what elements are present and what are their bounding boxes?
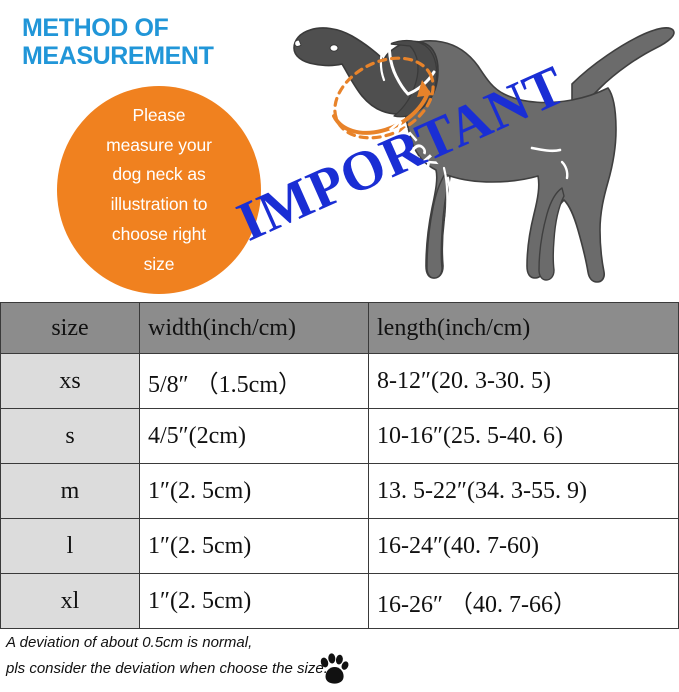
cell-length: 16-24″(40. 7-60) <box>368 518 679 574</box>
cell-size: xl <box>0 573 140 629</box>
table-header-row: size width(inch/cm) length(inch/cm) <box>0 302 679 354</box>
table-row: xl 1″(2. 5cm) 16-26″ （40. 7-66） <box>0 573 679 629</box>
dog-fur-highlight-1 <box>387 32 410 96</box>
measurement-instruction-callout: Please measure your dog neck as illustra… <box>57 86 261 294</box>
neck-band-solid-arc <box>332 90 430 135</box>
cell-size: l <box>0 518 140 574</box>
page-title: METHOD OF MEASUREMENT <box>22 14 214 70</box>
size-chart-table: size width(inch/cm) length(inch/cm) xs 5… <box>0 302 679 629</box>
cell-size: s <box>0 408 140 464</box>
column-header-width: width(inch/cm) <box>139 302 369 354</box>
table-row: m 1″(2. 5cm) 13. 5-22″(34. 3-55. 9) <box>0 463 679 519</box>
table-row: l 1″(2. 5cm) 16-24″(40. 7-60) <box>0 518 679 574</box>
neck-band-arrowhead <box>417 80 432 97</box>
dog-front-leg-far-shape <box>426 173 451 279</box>
cell-size: xs <box>0 353 140 409</box>
cell-length: 13. 5-22″(34. 3-55. 9) <box>368 463 679 519</box>
dog-nose-shape <box>294 39 302 47</box>
cell-width: 1″(2. 5cm) <box>139 463 369 519</box>
dog-fur-highlight-shoulder <box>442 166 449 224</box>
neck-band-ellipse-dashed <box>333 56 435 140</box>
dog-fur-highlight-leg <box>446 176 455 276</box>
cell-width: 1″(2. 5cm) <box>139 518 369 574</box>
cell-length: 16-26″ （40. 7-66） <box>368 573 679 629</box>
dog-tail-shape <box>571 27 675 119</box>
cell-length: 10-16″(25. 5-40. 6) <box>368 408 679 464</box>
cell-length: 8-12″(20. 3-30. 5) <box>368 353 679 409</box>
dog-fur-highlight-3 <box>379 50 386 82</box>
column-header-size: size <box>0 302 140 354</box>
dog-hind-leg-far-shape <box>538 187 565 281</box>
dog-fur-highlight-hip <box>560 160 569 180</box>
dog-eye-icon <box>329 44 339 52</box>
paw-print-icon <box>320 653 349 684</box>
cell-width: 1″(2. 5cm) <box>139 573 369 629</box>
cell-width: 4/5″(2cm) <box>139 408 369 464</box>
callout-text: Please measure your dog neck as illustra… <box>106 104 212 274</box>
table-row: s 4/5″(2cm) 10-16″(25. 5-40. 6) <box>0 408 679 464</box>
column-header-length: length(inch/cm) <box>368 302 679 354</box>
cell-width: 5/8″ （1.5cm） <box>139 353 369 409</box>
deviation-note: A deviation of about 0.5cm is normal, pl… <box>6 634 328 678</box>
dog-fur-highlight-haunch <box>530 146 562 153</box>
cell-size: m <box>0 463 140 519</box>
dog-side-view-illustration: NECK <box>293 27 675 283</box>
table-row: xs 5/8″ （1.5cm） 8-12″(20. 3-30. 5) <box>0 353 679 409</box>
neck-measurement-band <box>332 56 435 140</box>
